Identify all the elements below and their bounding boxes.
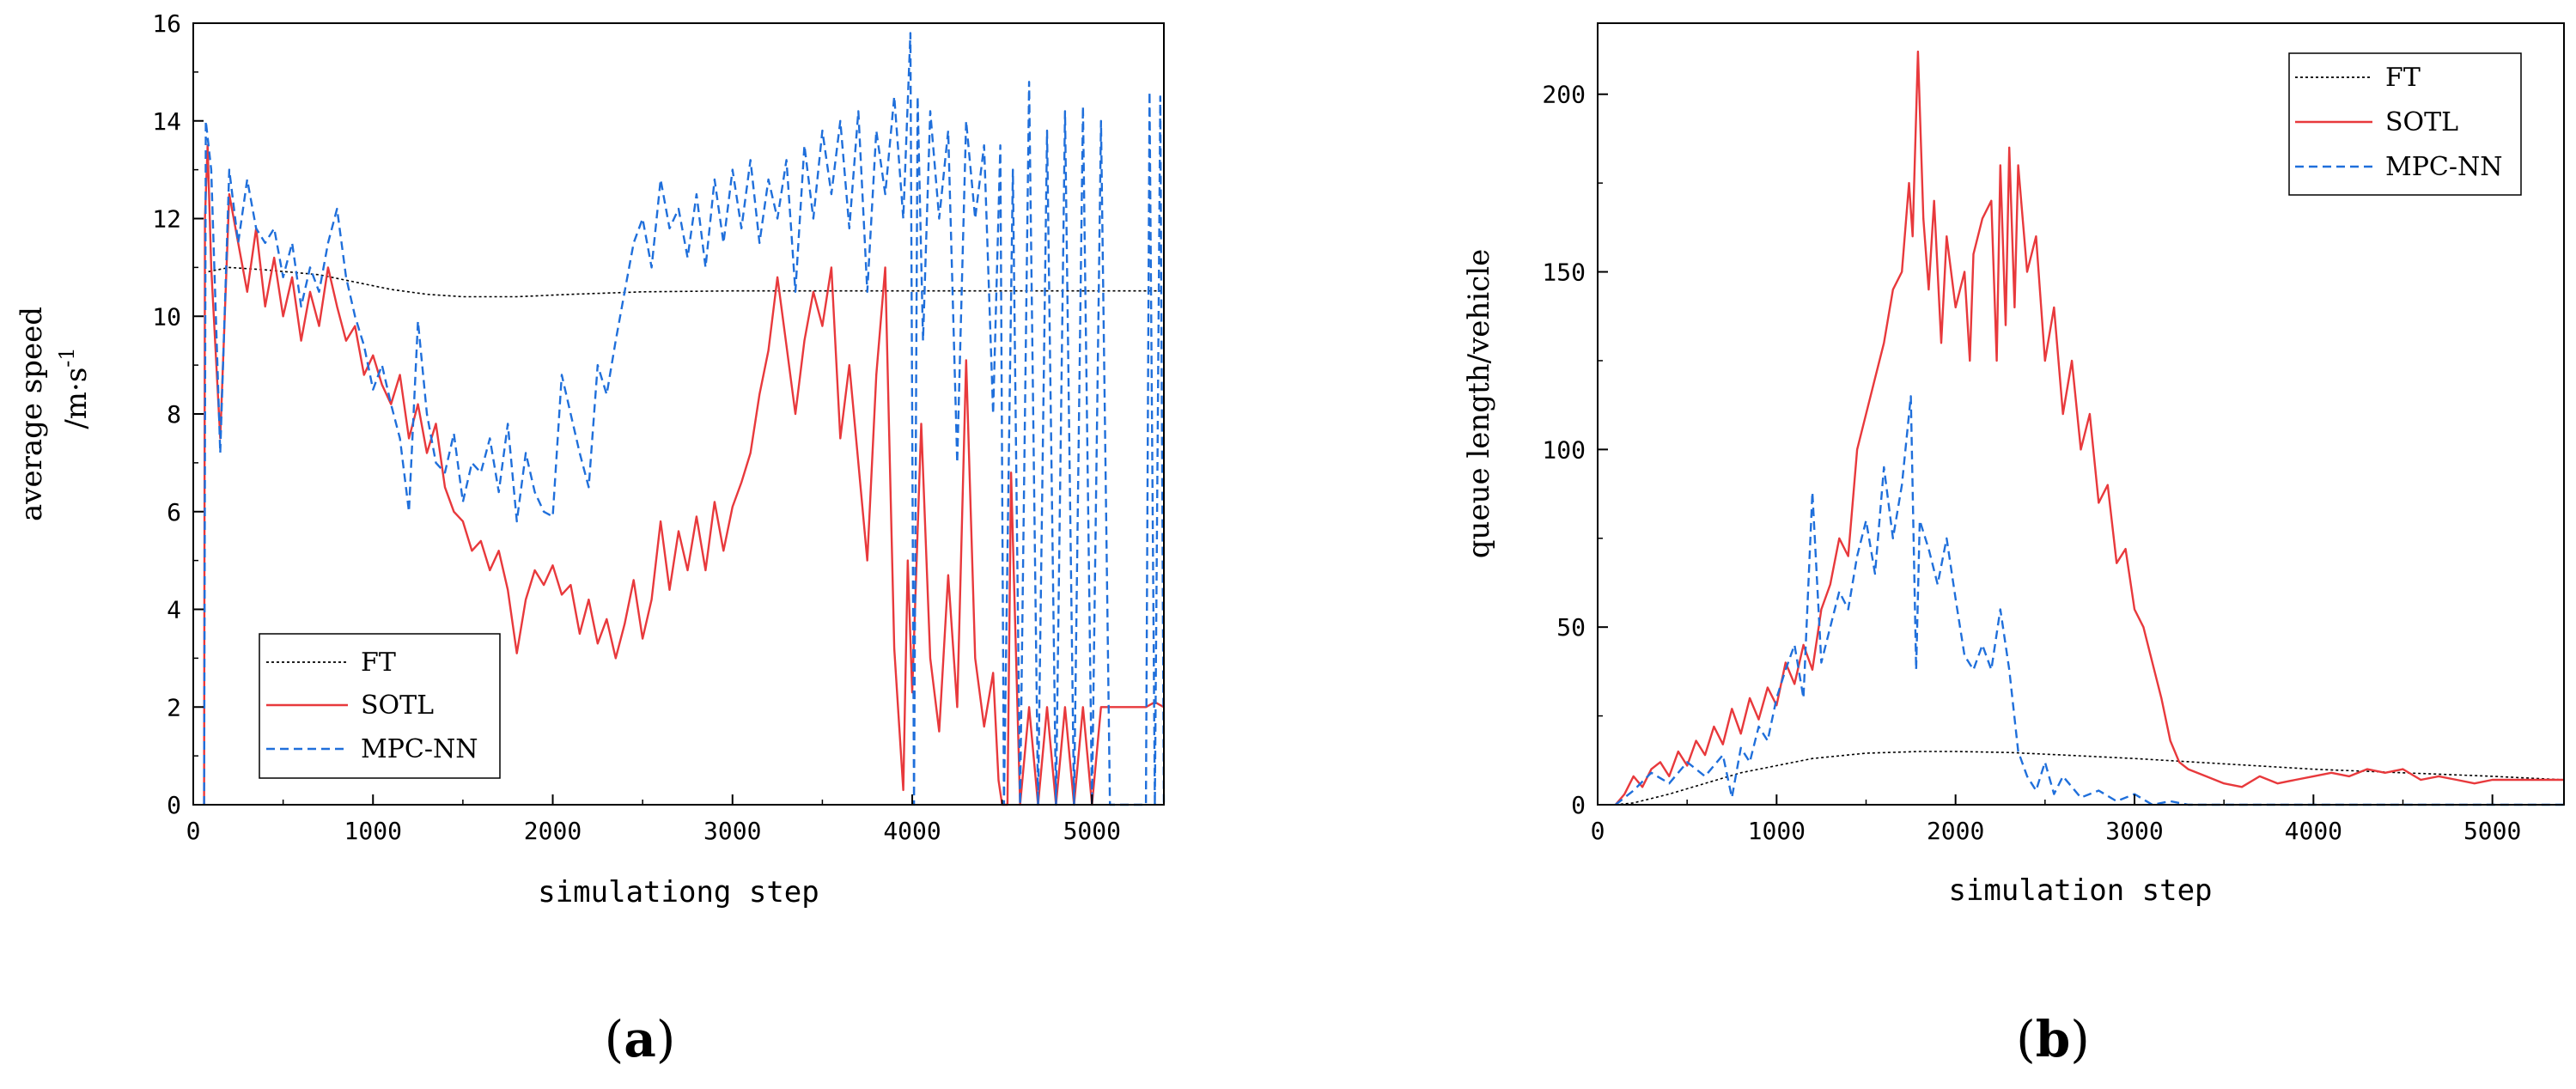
panel-b-x-tick-label: 3000 xyxy=(2105,817,2163,845)
panel-b-y-tick-label: 0 xyxy=(1571,791,1586,819)
panel-b-x-tick-label: 1000 xyxy=(1748,817,1806,845)
panel-a-series-sotl xyxy=(203,144,1165,806)
panel-b-legend-ft-label: FT xyxy=(2385,63,2421,93)
panel-a-x-axis-title: simulationg step xyxy=(538,875,819,910)
panel-b-y-tick-label: 100 xyxy=(1542,435,1586,464)
panel-a-x-tick-label: 0 xyxy=(186,817,201,845)
panel-a-y-tick-label: 4 xyxy=(167,596,181,624)
panel-b-label: (b) xyxy=(2016,1010,2090,1068)
panel-a-y-axis-unit-superscript: -1 xyxy=(55,347,79,367)
panel-a-y-tick-label: 12 xyxy=(152,205,181,234)
panel-b-y-tick-label: 50 xyxy=(1556,613,1586,642)
panel-b-x-tick-label: 2000 xyxy=(1927,817,1984,845)
panel-a-y-axis-title-line1: average speed xyxy=(15,307,49,521)
panel-a-x-tick-label: 3000 xyxy=(703,817,761,845)
panel-a-label-letter: a xyxy=(624,1010,656,1068)
panel-a-x-tick-label: 5000 xyxy=(1063,817,1121,845)
panel-b-queue-chart: 0 1000 2000 3000 4000 5000 0 50 100 150 200 simula… xyxy=(1462,22,2565,1068)
panel-a-series-ft xyxy=(203,266,1164,806)
panel-a-speed-chart: 0 1000 2000 3000 4000 5000 0 2 4 6 8 10 12 14 16 simul… xyxy=(15,9,1166,1068)
panel-a-y-tick-label: 10 xyxy=(152,302,181,331)
panel-b-series-mpc-nn xyxy=(1615,395,2564,806)
panel-a-series-mpc-nn xyxy=(203,32,1166,806)
panel-a-y-axis-title-line2: /m·s-1 xyxy=(55,347,94,429)
panel-b-legend-mpc-nn-label: MPC-NN xyxy=(2385,152,2503,182)
panel-b-x-tick-label: 0 xyxy=(1591,817,1605,845)
panel-a-y-tick-label: 14 xyxy=(152,107,181,136)
panel-b-plot-frame xyxy=(1597,22,2565,806)
panel-a-x-tick-label: 2000 xyxy=(524,817,582,845)
panel-a-y-axis-unit: /m·s xyxy=(59,368,94,429)
panel-a-legend-mpc-nn-label: MPC-NN xyxy=(361,734,478,764)
panel-b-axes: 0 1000 2000 3000 4000 5000 0 50 100 150 200 xyxy=(1542,81,2521,845)
panel-b-x-tick-label: 5000 xyxy=(2463,817,2521,845)
panel-a-y-tick-label: 0 xyxy=(167,791,181,819)
panel-a-label: (a) xyxy=(605,1010,676,1068)
panel-b-legend: FT SOTL MPC-NN xyxy=(2288,52,2522,196)
panel-a-series-group xyxy=(203,32,1166,806)
panel-a-y-tick-label: 16 xyxy=(152,9,181,38)
panel-a-legend: FT SOTL MPC-NN xyxy=(259,633,501,779)
panel-b-series-sotl xyxy=(1614,50,2564,806)
panel-b-y-axis-title: queue length/vehicle xyxy=(1462,249,1496,558)
panel-b-y-tick-label: 150 xyxy=(1542,259,1586,287)
panel-a-x-tick-label: 4000 xyxy=(883,817,941,845)
panel-a-y-tick-label: 6 xyxy=(167,498,181,526)
panel-a-y-tick-label: 2 xyxy=(167,693,181,721)
panel-b-x-tick-label: 4000 xyxy=(2285,817,2342,845)
panel-b-legend-sotl-label: SOTL xyxy=(2385,107,2458,137)
panel-b-series-group xyxy=(1614,50,2565,806)
panel-a-x-tick-label: 1000 xyxy=(344,817,402,845)
panel-a-legend-sotl-label: SOTL xyxy=(361,691,434,721)
panel-a-legend-ft-label: FT xyxy=(361,648,396,678)
panel-a-axes: 0 1000 2000 3000 4000 5000 0 2 4 6 8 10 12 14 16 xyxy=(152,9,1121,845)
panel-b-y-tick-label: 200 xyxy=(1542,81,1586,109)
panel-a-y-tick-label: 8 xyxy=(167,400,181,429)
panel-b-x-axis-title: simulation step xyxy=(1948,873,2212,908)
panel-b-label-letter: b xyxy=(2036,1010,2071,1068)
